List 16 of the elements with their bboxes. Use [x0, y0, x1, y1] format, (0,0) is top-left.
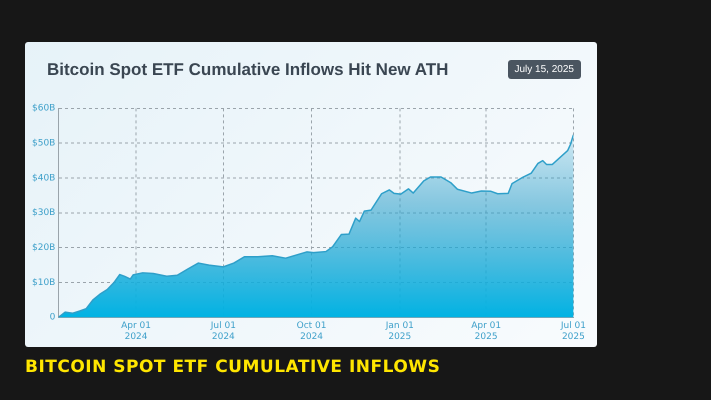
- x-tick-label: Jan 01 2025: [384, 321, 414, 342]
- x-tick-label: Apr 01 2025: [471, 321, 502, 342]
- chart-title: Bitcoin Spot ETF Cumulative Inflows Hit New ATH: [47, 60, 448, 80]
- x-tick-label: Oct 01 2024: [296, 321, 327, 342]
- x-tick-label: Jul 01 2025: [560, 321, 586, 342]
- y-tick-label: $20B: [32, 243, 56, 254]
- y-tick-label: $60B: [32, 104, 56, 114]
- y-tick-label: $10B: [32, 278, 56, 288]
- y-tick-label: 0: [50, 312, 56, 323]
- x-tick-label: Apr 01 2024: [121, 321, 151, 342]
- text: BITCOIN SPOT ETF CUMULATIVE INFLOWS: [25, 357, 440, 377]
- y-tick-label: $50B: [32, 138, 56, 149]
- y-tick-label: $30B: [32, 208, 56, 218]
- x-tick-label: Jul 01 2024: [210, 321, 236, 342]
- y-tick-label: $40B: [32, 173, 56, 184]
- chart-subtitle: July 15, 2025: [508, 60, 581, 79]
